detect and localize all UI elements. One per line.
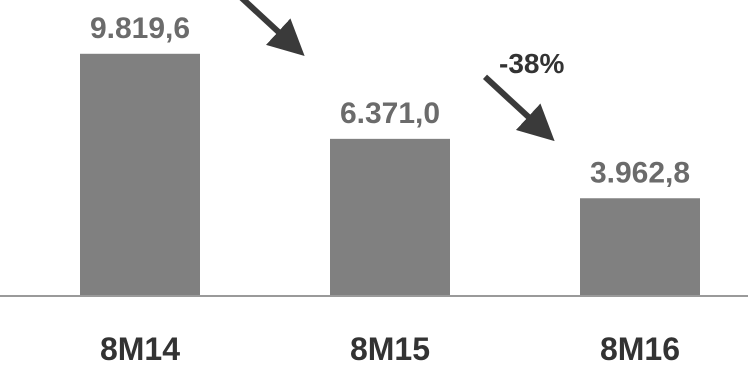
data-label-8M16: 3.962,8 <box>590 156 690 189</box>
bar-8M15 <box>330 138 450 296</box>
data-label-8M14: 9.819,6 <box>90 12 190 45</box>
labels-layer: 9.819,6 8M14 6.371,0 8M15 3.962,8 8M16 <box>90 12 690 367</box>
change-arrow-2 <box>482 74 555 142</box>
bar-8M14 <box>80 53 200 296</box>
data-label-8M15: 6.371,0 <box>340 97 440 130</box>
category-label-8M15: 8M15 <box>350 331 430 367</box>
bars-layer <box>80 53 700 296</box>
annotations-layer: -35%-38% <box>239 0 564 142</box>
bar-8M16 <box>580 198 700 296</box>
change-arrow-1 <box>239 0 305 57</box>
category-label-8M14: 8M14 <box>100 331 180 367</box>
change-label-2: -38% <box>499 48 564 79</box>
category-label-8M16: 8M16 <box>600 331 680 367</box>
